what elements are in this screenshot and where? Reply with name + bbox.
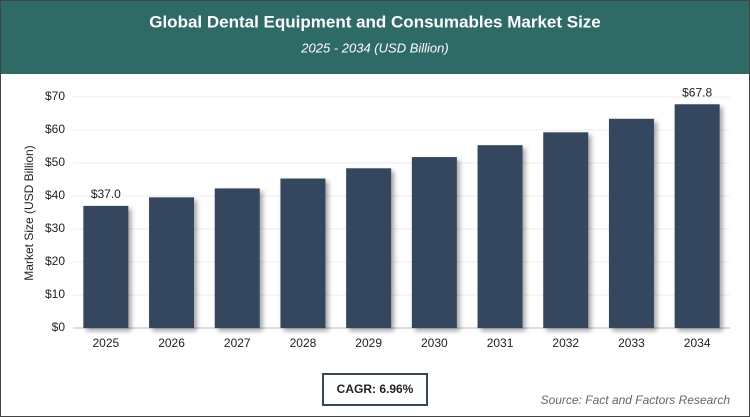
bar [477,145,523,328]
x-tick-label: 2034 [684,336,711,350]
y-tick-label: $10 [45,287,65,301]
chart-title: Global Dental Equipment and Consumables … [149,12,601,31]
y-tick-label: $70 [45,89,65,103]
y-tick-label: $20 [45,254,65,268]
value-label: $67.8 [682,85,712,99]
y-tick-label: $30 [45,221,65,235]
bar [83,205,129,328]
x-tick-label: 2028 [290,336,317,350]
bar [608,118,654,328]
bar [214,188,260,328]
bar [411,157,457,328]
header [1,1,749,74]
y-tick-label: $50 [45,155,65,169]
bar [346,168,392,328]
chart-subtitle: 2025 - 2034 (USD Billion) [300,40,448,55]
y-tick-label: $60 [45,122,65,136]
x-tick-label: 2031 [487,336,514,350]
x-tick-label: 2027 [224,336,251,350]
bar [543,132,589,328]
y-axis-title: Market Size (USD Billion) [22,145,36,280]
cagr-label: CAGR: 6.96% [337,382,414,396]
x-tick-label: 2026 [158,336,185,350]
x-tick-label: 2025 [92,336,119,350]
value-label: $37.0 [91,187,121,201]
x-tick-label: 2033 [618,336,645,350]
x-tick-label: 2029 [355,336,382,350]
y-tick-label: $0 [52,320,66,334]
bar [149,197,195,328]
y-tick-label: $40 [45,188,65,202]
source: Source: Fact and Factors Research [541,393,731,407]
x-tick-label: 2032 [552,336,579,350]
bar [674,104,720,328]
x-tick-label: 2030 [421,336,448,350]
cagr-box [322,373,428,406]
bar [280,178,326,328]
